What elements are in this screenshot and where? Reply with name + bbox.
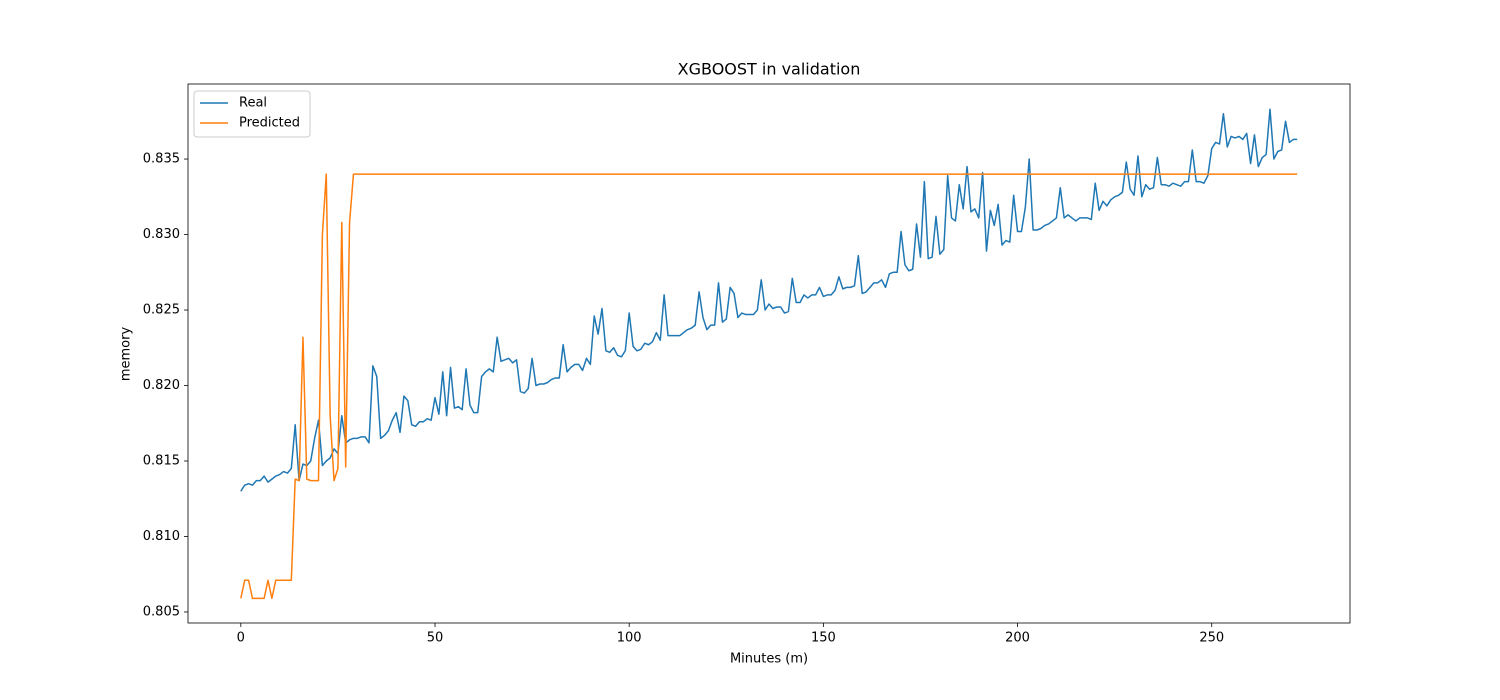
y-axis-label: memory [119, 327, 134, 382]
y-tick-label: 0.805 [143, 604, 180, 619]
chart-title: XGBOOST in validation [678, 60, 861, 79]
legend: Real Predicted [193, 90, 311, 138]
y-tick-label: 0.830 [143, 227, 180, 242]
y-tick-label: 0.820 [143, 378, 180, 393]
y-tick-label: 0.835 [143, 152, 180, 167]
x-tick-label: 0 [237, 631, 245, 646]
y-tick-label: 0.810 [143, 529, 180, 544]
y-tick-label: 0.815 [143, 453, 180, 468]
line-series [240, 173, 1298, 600]
legend-label: Predicted [239, 116, 300, 131]
x-axis-label: Minutes (m) [730, 652, 808, 667]
line-series [240, 108, 1298, 492]
x-tick-label: 100 [617, 631, 642, 646]
x-tick-label: 150 [811, 631, 836, 646]
plot-frame [187, 83, 1351, 624]
x-tick-label: 250 [1199, 631, 1224, 646]
legend-label: Real [239, 96, 267, 111]
y-tick-label: 0.825 [143, 303, 180, 318]
x-tick-label: 50 [427, 631, 444, 646]
x-tick-label: 200 [1005, 631, 1030, 646]
